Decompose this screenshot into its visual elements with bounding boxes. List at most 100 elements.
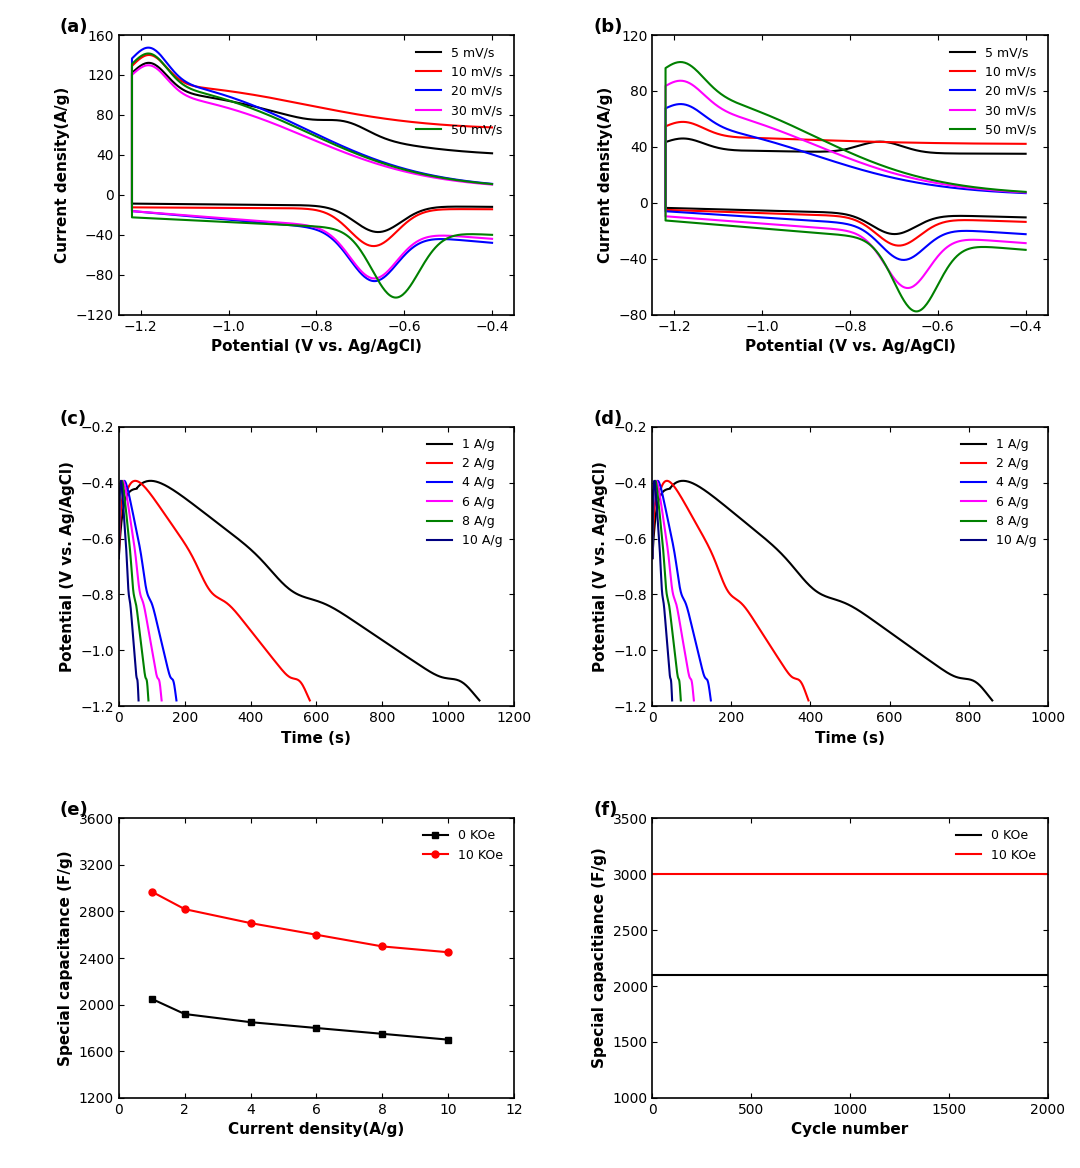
30 mV/s [486, 178, 499, 192]
6 A/g [646, 533, 659, 547]
4 A/g [112, 551, 125, 565]
20 mV/s [692, 105, 705, 119]
10 mV/s [486, 202, 499, 216]
Text: (a): (a) [59, 19, 87, 36]
2 A/g [802, 694, 815, 708]
2 A/g [778, 661, 791, 675]
10 mV/s [676, 114, 689, 128]
2 A/g [740, 602, 753, 616]
1 A/g [849, 602, 862, 616]
Line: 10 A/g: 10 A/g [119, 481, 138, 701]
10 mV/s [891, 135, 904, 150]
6 A/g [156, 694, 168, 708]
Line: 4 A/g: 4 A/g [119, 481, 176, 701]
10 A/g [132, 694, 145, 708]
30 mV/s [891, 167, 904, 181]
1 A/g [144, 474, 157, 488]
50 mV/s [357, 150, 370, 164]
Line: 8 A/g: 8 A/g [119, 481, 148, 701]
5 mV/s [724, 202, 737, 216]
6 A/g [117, 474, 130, 488]
10 KOe [244, 916, 257, 930]
Line: 2 A/g: 2 A/g [119, 481, 310, 701]
10 A/g [648, 474, 661, 488]
10 A/g [131, 672, 144, 686]
2 A/g [788, 672, 801, 686]
30 mV/s [1020, 236, 1032, 250]
50 mV/s [842, 229, 855, 243]
4 A/g [112, 533, 125, 547]
50 mV/s [247, 216, 260, 230]
6 A/g [151, 672, 164, 686]
8 A/g [139, 672, 152, 686]
5 mV/s [676, 132, 689, 146]
Line: 50 mV/s: 50 mV/s [132, 54, 492, 298]
10 KOe [145, 884, 158, 898]
1 A/g [986, 694, 999, 708]
10 A/g [124, 604, 137, 618]
30 mV/s [159, 70, 172, 84]
20 mV/s [486, 236, 499, 250]
10 A/g [124, 600, 137, 614]
6 A/g [149, 661, 162, 675]
20 mV/s [159, 55, 172, 69]
2 A/g [274, 661, 287, 675]
8 A/g [116, 474, 129, 488]
20 mV/s [367, 274, 380, 288]
50 mV/s [300, 125, 313, 139]
5 mV/s [190, 197, 203, 211]
8 A/g [130, 600, 143, 614]
5 mV/s [888, 227, 901, 241]
4 A/g [646, 531, 659, 545]
4 A/g [696, 661, 708, 675]
8 A/g [137, 660, 150, 674]
10 A/g [124, 600, 137, 614]
6 A/g [138, 600, 151, 614]
20 mV/s [781, 213, 794, 227]
10 mV/s [893, 238, 906, 252]
1 A/g [113, 530, 126, 544]
4 A/g [651, 474, 664, 488]
8 A/g [663, 604, 676, 618]
Line: 0 KOe: 0 KOe [148, 995, 451, 1043]
10 mV/s [367, 239, 380, 253]
2 A/g [303, 694, 316, 708]
5 mV/s [143, 56, 156, 70]
1 A/g [855, 605, 868, 619]
10 mV/s [309, 203, 322, 217]
30 mV/s [781, 218, 794, 232]
10 mV/s [1020, 137, 1032, 151]
Legend: 5 mV/s, 10 mV/s, 20 mV/s, 30 mV/s, 50 mV/s: 5 mV/s, 10 mV/s, 20 mV/s, 30 mV/s, 50 mV… [411, 41, 508, 141]
6 A/g [112, 534, 125, 548]
6 A/g [112, 551, 125, 565]
Line: 10 KOe: 10 KOe [148, 888, 451, 955]
1 A/g [112, 551, 125, 565]
20 mV/s [300, 123, 313, 137]
2 A/g [646, 551, 659, 565]
50 mV/s [486, 178, 499, 192]
20 mV/s [724, 208, 737, 222]
20 mV/s [842, 217, 855, 231]
5 mV/s [842, 208, 855, 222]
Legend: 0 KOe, 10 KOe: 0 KOe, 10 KOe [951, 825, 1041, 867]
4 A/g [681, 605, 694, 619]
20 mV/s [247, 215, 260, 229]
30 mV/s [309, 221, 322, 235]
Legend: 0 KOe, 10 KOe: 0 KOe, 10 KOe [418, 825, 508, 867]
Y-axis label: Potential (V vs. Ag/AgCl): Potential (V vs. Ag/AgCl) [59, 461, 75, 672]
Y-axis label: Special capacitance (F/g): Special capacitance (F/g) [58, 850, 73, 1066]
5 mV/s [781, 204, 794, 218]
2 A/g [739, 600, 752, 614]
5 mV/s [1020, 147, 1032, 161]
10 KOe [442, 945, 455, 959]
1 A/g [327, 602, 340, 616]
Line: 1 A/g: 1 A/g [652, 481, 993, 701]
20 mV/s [674, 97, 687, 111]
20 mV/s [357, 148, 370, 162]
Line: 10 A/g: 10 A/g [652, 481, 672, 701]
Line: 10 mV/s: 10 mV/s [665, 121, 1026, 245]
Line: 30 mV/s: 30 mV/s [132, 65, 492, 278]
1 A/g [955, 672, 968, 686]
50 mV/s [781, 223, 794, 237]
10 A/g [665, 694, 678, 708]
